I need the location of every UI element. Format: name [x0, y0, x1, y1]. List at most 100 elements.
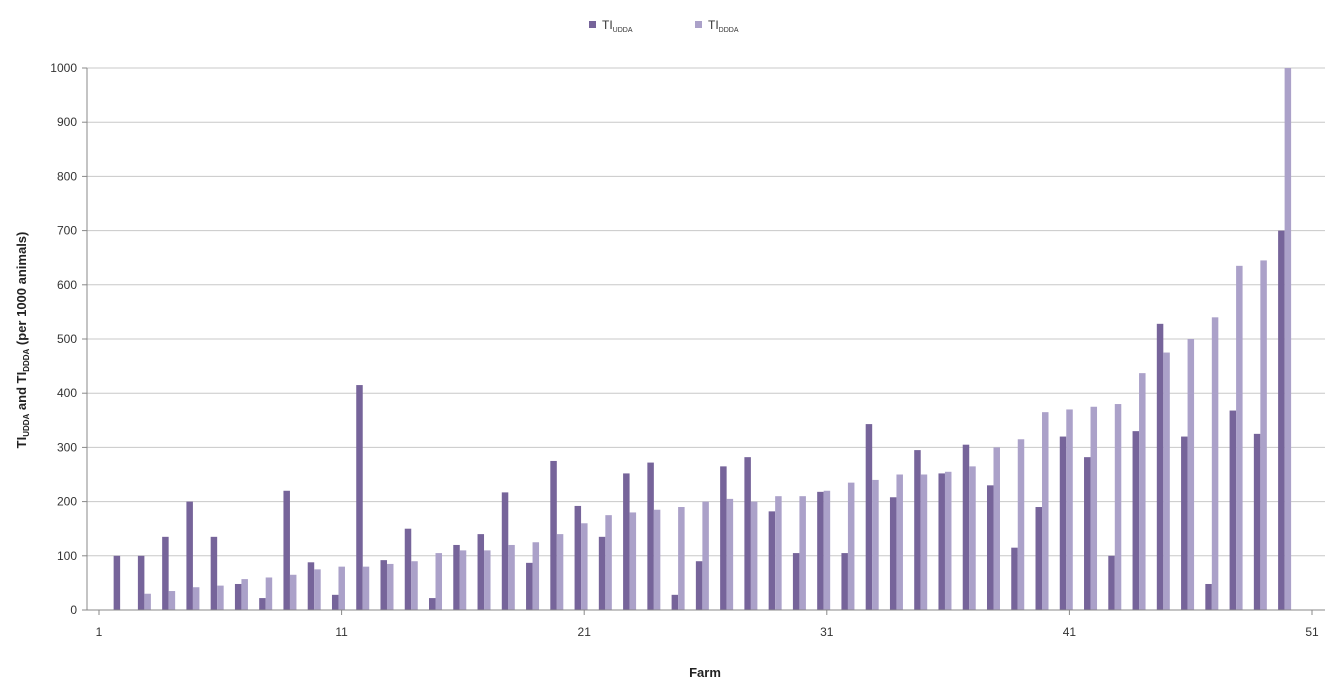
bar-ddda-farm-6	[217, 585, 224, 610]
legend-label-ddda: TIDDDA	[708, 18, 739, 34]
bar-ddda-farm-32	[847, 482, 855, 610]
bar-ddda-farm-42	[1090, 406, 1098, 610]
bar-ddda-farm-14	[411, 561, 418, 610]
y-tick-label: 900	[57, 115, 77, 129]
bar-udda-farm-16	[453, 544, 460, 610]
y-tick-label: 100	[57, 549, 77, 563]
bar-udda-farm-4	[162, 536, 169, 610]
bar-ddda-farm-11	[338, 566, 345, 610]
bar-ddda-farm-34	[896, 474, 903, 610]
bar-udda-farm-25	[671, 594, 679, 610]
bar-udda-farm-14	[404, 528, 412, 610]
y-tick-label: 1000	[50, 61, 77, 75]
bar-udda-farm-31	[817, 491, 824, 610]
bar-ddda-farm-4	[168, 591, 176, 610]
bar-ddda-farm-18	[508, 544, 515, 610]
y-tick-label: 400	[57, 386, 77, 400]
bar-udda-farm-34	[889, 497, 897, 610]
bar-ddda-farm-20	[556, 534, 564, 610]
x-tick-label: 51	[1305, 625, 1319, 639]
y-tick-label: 800	[57, 169, 77, 183]
y-tick-label: 700	[57, 224, 77, 238]
bar-ddda-farm-21	[581, 523, 588, 610]
y-tick-label: 600	[57, 278, 77, 292]
bar-udda-farm-30	[792, 553, 800, 610]
bar-ddda-farm-7	[241, 579, 248, 610]
bar-ddda-farm-23	[629, 512, 637, 610]
bar-ddda-farm-36	[944, 471, 952, 610]
bar-udda-farm-9	[283, 490, 290, 610]
bar-ddda-farm-39	[1017, 439, 1025, 610]
bar-ddda-farm-9	[289, 574, 297, 610]
bar-udda-farm-28	[744, 457, 751, 610]
bar-udda-farm-32	[841, 553, 848, 610]
bar-udda-farm-49	[1253, 433, 1261, 610]
bar-ddda-farm-46	[1187, 339, 1195, 610]
bar-udda-farm-33	[865, 424, 873, 610]
bar-ddda-farm-13	[386, 563, 394, 610]
bar-udda-farm-27	[720, 466, 727, 610]
bar-udda-farm-43	[1108, 555, 1115, 610]
bar-ddda-farm-10	[314, 569, 321, 610]
bar-udda-farm-48	[1229, 410, 1237, 610]
bar-ddda-farm-12	[362, 566, 370, 610]
bar-ddda-farm-45	[1163, 352, 1170, 610]
bar-ddda-farm-31	[823, 490, 831, 610]
bar-ddda-farm-26	[702, 501, 709, 610]
bar-udda-farm-39	[1011, 547, 1018, 610]
x-tick-label: 11	[335, 625, 348, 639]
bar-udda-farm-40	[1035, 507, 1043, 610]
y-axis-title: TIUDDA and TIDDDA (per 1000 animals)	[14, 232, 31, 449]
bar-udda-farm-24	[647, 462, 654, 610]
x-axis-title: Farm	[689, 665, 721, 680]
legend-swatch-ddda	[695, 21, 702, 28]
bar-ddda-farm-47	[1211, 317, 1219, 610]
bar-udda-farm-3	[137, 555, 145, 610]
bar-udda-farm-10	[307, 562, 315, 610]
bar-udda-farm-20	[550, 460, 557, 610]
bar-udda-farm-7	[234, 583, 242, 610]
x-tick-label: 1	[96, 625, 103, 639]
bar-udda-farm-36	[938, 473, 945, 610]
bar-ddda-farm-40	[1042, 412, 1049, 610]
bar-udda-farm-8	[259, 598, 266, 610]
bar-ddda-farm-37	[969, 466, 976, 610]
bar-ddda-farm-43	[1114, 404, 1122, 610]
bar-ddda-farm-5	[192, 587, 200, 610]
bar-ddda-farm-27	[726, 498, 734, 610]
bar-ddda-farm-29	[775, 496, 782, 610]
bar-udda-farm-17	[477, 534, 485, 610]
bar-ddda-farm-49	[1260, 260, 1267, 610]
bar-udda-farm-19	[526, 562, 533, 610]
x-tick-label: 21	[578, 625, 592, 639]
bar-udda-farm-37	[962, 444, 970, 610]
bar-udda-farm-50	[1278, 230, 1285, 610]
bar-udda-farm-45	[1156, 323, 1164, 610]
bar-udda-farm-29	[768, 511, 776, 610]
bars	[113, 68, 1292, 610]
y-tick-label: 200	[57, 495, 77, 509]
legend-swatch-udda	[589, 21, 596, 28]
y-tick-label: 0	[70, 603, 77, 617]
x-tick-label: 31	[820, 625, 834, 639]
bar-udda-farm-44	[1132, 431, 1140, 610]
bar-udda-farm-22	[598, 536, 606, 610]
bar-udda-farm-12	[356, 385, 363, 610]
bar-udda-farm-26	[695, 561, 703, 610]
bar-ddda-farm-41	[1066, 409, 1073, 610]
x-tick-labels: 1 11 21 31 41 51	[96, 610, 1319, 639]
bar-ddda-farm-28	[750, 501, 758, 610]
bar-udda-farm-11	[331, 594, 339, 610]
bar-udda-farm-42	[1084, 457, 1091, 610]
bar-ddda-farm-25	[678, 507, 685, 610]
y-tick-label: 500	[57, 332, 77, 346]
bar-udda-farm-47	[1205, 583, 1212, 610]
bar-ddda-farm-44	[1139, 373, 1146, 610]
bar-ddda-farm-50	[1284, 68, 1292, 610]
bar-udda-farm-38	[986, 485, 994, 610]
bar-udda-farm-41	[1059, 436, 1067, 610]
y-tick-labels: 0 100 200 300 400 500 600 700 800 900 1000	[50, 61, 77, 617]
bar-udda-farm-2	[113, 555, 121, 610]
bar-ddda-farm-15	[435, 553, 443, 610]
